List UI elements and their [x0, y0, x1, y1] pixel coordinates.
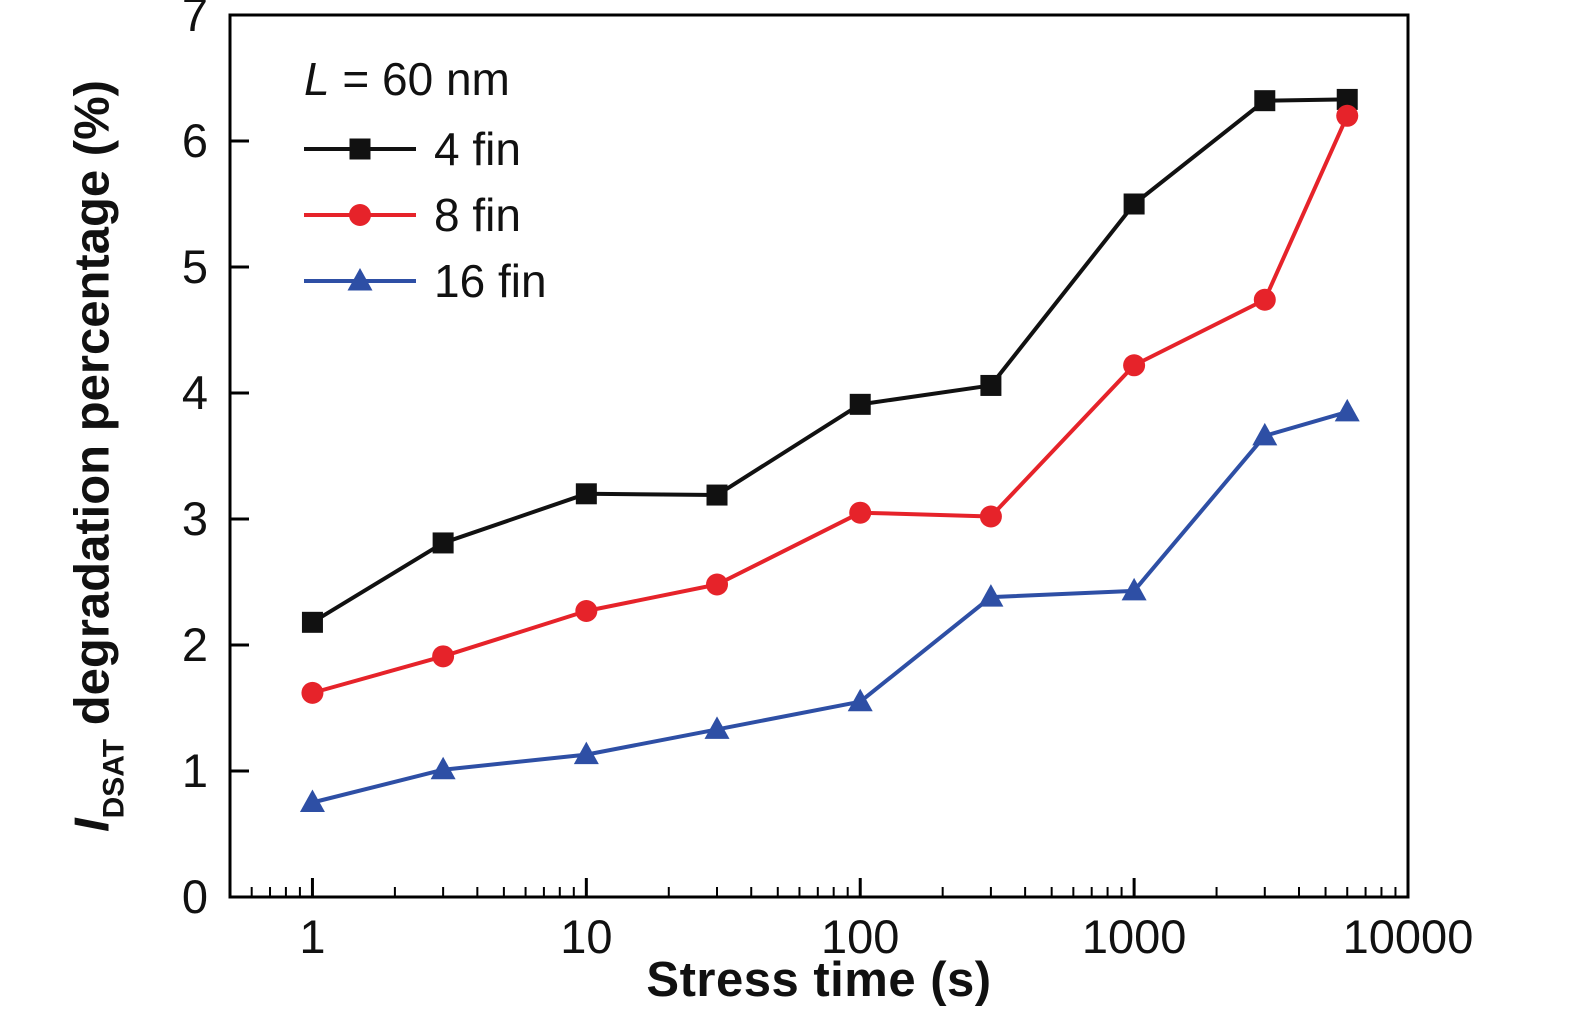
- y-tick-label: 7: [182, 0, 208, 41]
- legend-marker-square: [304, 138, 416, 160]
- marker-triangle: [299, 789, 325, 812]
- legend-title-symbol: L: [304, 53, 330, 105]
- y-tick-label: 4: [182, 366, 208, 419]
- marker-circle: [849, 501, 872, 524]
- marker-circle: [432, 645, 455, 668]
- legend-items: 4 fin 8 fin 16 fin: [300, 116, 547, 314]
- marker-circle: [979, 505, 1002, 528]
- legend-item-label: 8 fin: [434, 189, 521, 241]
- y-axis-subscript: DSAT: [97, 738, 131, 819]
- marker-square: [1336, 88, 1358, 110]
- legend-item: 8 fin: [300, 182, 547, 248]
- legend-item-label: 16 fin: [434, 255, 547, 307]
- marker-circle: [1253, 288, 1276, 311]
- marker-square: [1123, 193, 1145, 215]
- legend-item-label: 4 fin: [434, 123, 521, 175]
- x-tick-label: 1: [299, 910, 325, 963]
- legend-marker-circle: [304, 204, 416, 226]
- marker-square: [980, 374, 1002, 396]
- marker-square: [575, 483, 597, 505]
- marker-circle: [1123, 354, 1146, 377]
- legend-item: 16 fin: [300, 248, 547, 314]
- marker-triangle: [704, 716, 730, 739]
- marker-circle: [1336, 104, 1359, 127]
- marker-square: [432, 532, 454, 554]
- y-axis-text: degradation percentage (%): [65, 80, 120, 739]
- plot-frame: [228, 13, 1410, 899]
- marker-triangle: [573, 741, 599, 765]
- marker-circle: [301, 681, 324, 704]
- y-axis-title: IDSAT degradation percentage (%): [65, 80, 131, 832]
- x-tick-label: 10000: [1343, 910, 1474, 963]
- marker-triangle: [978, 584, 1004, 607]
- marker-circle: [349, 204, 371, 226]
- marker-circle: [575, 599, 598, 622]
- x-tick-label: 10: [560, 910, 612, 963]
- y-tick-label: 6: [182, 114, 208, 167]
- legend-marker-triangle: [304, 268, 416, 291]
- x-tick-label: 1000: [1082, 910, 1187, 963]
- y-tick-label: 5: [182, 240, 208, 293]
- marker-square: [1254, 90, 1276, 112]
- legend: L = 60 nm 4 fin 8 fin 16 fin: [300, 52, 547, 314]
- marker-square: [349, 138, 371, 160]
- x-axis-title: Stress time (s): [646, 953, 992, 1007]
- marker-triangle: [430, 756, 456, 780]
- legend-title: L = 60 nm: [304, 52, 547, 106]
- marker-triangle: [1334, 398, 1360, 422]
- y-tick-label: 2: [182, 618, 208, 671]
- y-tick-label: 1: [182, 744, 208, 797]
- y-axis-symbol: I: [65, 818, 120, 832]
- legend-item: 4 fin: [300, 116, 547, 182]
- marker-square: [301, 611, 323, 633]
- marker-circle: [706, 573, 729, 596]
- y-tick-label: 0: [182, 870, 208, 923]
- marker-square: [706, 484, 728, 506]
- legend-title-text: = 60 nm: [329, 53, 510, 105]
- marker-triangle: [1252, 422, 1278, 446]
- marker-triangle: [1121, 577, 1147, 601]
- marker-triangle: [347, 268, 373, 291]
- marker-triangle: [847, 688, 873, 712]
- marker-square: [849, 393, 871, 415]
- y-tick-label: 3: [182, 492, 208, 545]
- series-line-16-fin: [310, 409, 1350, 805]
- x-tick-label: 100: [821, 910, 899, 963]
